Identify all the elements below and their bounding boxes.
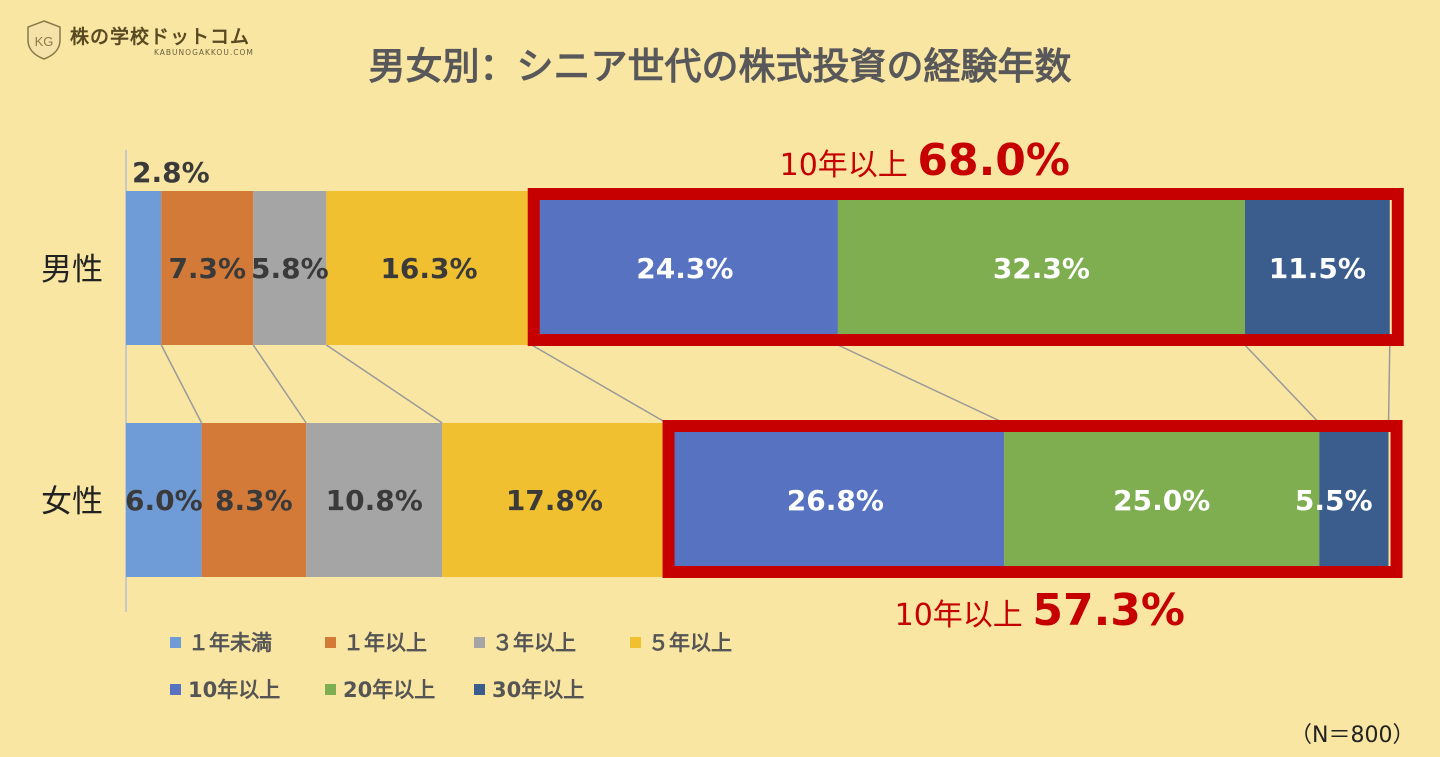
bar-segment xyxy=(306,423,443,577)
legend-swatch xyxy=(325,637,336,648)
data-label: 24.3% xyxy=(636,252,733,285)
data-label: 8.3% xyxy=(215,484,293,517)
legend-label: 20年以上 xyxy=(343,678,435,702)
badge-text: KG xyxy=(35,34,54,49)
data-label: 11.5% xyxy=(1269,252,1366,285)
bar-segment xyxy=(531,191,838,345)
legend-label: 10年以上 xyxy=(188,678,280,702)
data-label: 7.3% xyxy=(168,252,246,285)
bar-segment xyxy=(126,423,202,577)
highlight-annotation: 10年以上 68.0% xyxy=(780,135,1070,186)
bar-segment xyxy=(161,191,254,345)
bar-segment xyxy=(442,423,667,577)
annotation-value: 68.0% xyxy=(917,135,1070,186)
highlight-box xyxy=(662,420,1403,578)
bar-segment xyxy=(666,423,1005,577)
legend-label: １年未満 xyxy=(188,631,272,655)
bar-segment xyxy=(1319,423,1389,577)
bar-segment xyxy=(1244,191,1390,345)
legend-swatch xyxy=(325,684,336,695)
bar-segment xyxy=(126,191,162,345)
brand-logo: KG 株の学校ドットコム KABUNOGAKKOU.COM xyxy=(26,18,266,64)
series-connector-line xyxy=(252,344,307,424)
legend-label: ３年以上 xyxy=(492,631,576,655)
legend-swatch xyxy=(170,684,181,695)
highlight-annotation: 10年以上 57.3% xyxy=(895,585,1185,636)
data-label: 5.8% xyxy=(251,252,329,285)
bar-segment xyxy=(837,191,1245,345)
annotation-value: 57.3% xyxy=(1032,585,1185,636)
series-connector-line xyxy=(160,344,203,424)
data-label: 16.3% xyxy=(380,252,477,285)
legend-label: １年以上 xyxy=(343,631,427,655)
highlight-box xyxy=(527,188,1404,346)
legend-swatch xyxy=(474,684,485,695)
brand-url: KABUNOGAKKOU.COM xyxy=(154,48,254,57)
legend-label: 30年以上 xyxy=(492,678,584,702)
legend-swatch xyxy=(474,637,485,648)
data-label: 10.8% xyxy=(326,484,423,517)
annotation-prefix: 10年以上 xyxy=(780,148,918,183)
series-connector-line xyxy=(1387,344,1391,424)
bar-segment xyxy=(326,191,532,345)
series-connector-line xyxy=(325,344,443,424)
shield-badge-icon: KG xyxy=(27,20,61,60)
data-label: 2.8% xyxy=(132,156,210,189)
series-connector-line xyxy=(531,344,667,424)
chart-title: 男女別：シニア世代の株式投資の経験年数 xyxy=(368,45,1072,88)
legend-label: ５年以上 xyxy=(648,631,732,655)
category-label: 女性 xyxy=(41,484,103,520)
data-label: 25.0% xyxy=(1113,484,1210,517)
series-connector-line xyxy=(1244,344,1320,424)
data-label: 17.8% xyxy=(506,484,603,517)
annotation-prefix: 10年以上 xyxy=(895,598,1033,633)
data-label: 32.3% xyxy=(993,252,1090,285)
bar-segment xyxy=(1004,423,1320,577)
data-label: 6.0% xyxy=(125,484,203,517)
legend-swatch xyxy=(170,637,181,648)
bar-segment xyxy=(253,191,327,345)
legend-swatch xyxy=(630,637,641,648)
brand-name: 株の学校ドットコム xyxy=(70,26,251,48)
series-connector-line xyxy=(837,344,1005,424)
data-label: 26.8% xyxy=(787,484,884,517)
bar-segment xyxy=(201,423,307,577)
data-label: 5.5% xyxy=(1295,484,1373,517)
category-label: 男性 xyxy=(41,252,103,288)
sample-size-note: （N＝800） xyxy=(1290,723,1415,748)
